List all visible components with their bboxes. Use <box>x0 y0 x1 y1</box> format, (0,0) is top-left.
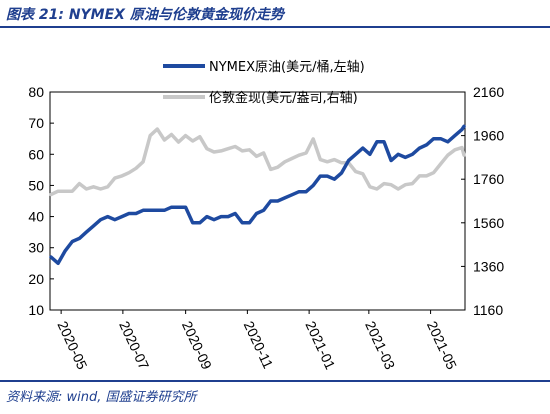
right-tick-label: 1160 <box>473 302 503 318</box>
right-tick-label: 1760 <box>473 171 504 187</box>
plot-border <box>49 91 466 311</box>
left-tick-label: 80 <box>28 84 44 100</box>
left-tick-label: 40 <box>28 209 44 225</box>
right-tick-label: 1560 <box>473 215 504 231</box>
right-tick-label: 1960 <box>473 128 504 144</box>
x-tick-label: 2021-03 <box>362 319 398 373</box>
title-rule <box>0 26 550 28</box>
left-tick-label: 20 <box>28 271 44 287</box>
x-tick-label: 2020-09 <box>179 319 215 373</box>
right-tick-label: 1360 <box>473 258 504 274</box>
oil-series-line <box>49 124 466 266</box>
x-tick-label: 2020-11 <box>241 319 277 372</box>
left-tick-label: 70 <box>28 115 44 131</box>
x-tick-label: 2021-01 <box>302 319 338 373</box>
legend-gold-label: 伦敦金现(美元/盎司,右轴) <box>209 90 358 106</box>
left-tick-label: 50 <box>28 177 44 193</box>
chart-title: 图表 21: NYMEX 原油与伦敦黄金现价走势 <box>6 7 284 23</box>
left-axis-ticks: 80 70 60 50 40 30 20 10 <box>28 84 54 318</box>
x-tick-label: 2021-05 <box>424 319 460 373</box>
left-tick-label: 10 <box>28 302 44 318</box>
right-axis-ticks: 2160 1960 1760 1560 1360 1160 <box>461 84 504 318</box>
legend-oil-label: NYMEX原油(美元/桶,左轴) <box>209 60 365 75</box>
x-tick-label: 2020-07 <box>116 319 152 373</box>
source-rule <box>0 380 550 382</box>
x-axis-ticks: 2020-05 2020-07 2020-09 2020-11 2021-01 2021-… <box>54 310 460 372</box>
left-tick-label: 60 <box>28 146 44 162</box>
series-layer <box>49 124 466 266</box>
gold-series-line <box>49 127 466 197</box>
source-note: 资料来源: wind, 国盛证券研究所 <box>6 390 197 405</box>
x-tick-label: 2020-05 <box>54 319 90 373</box>
right-tick-label: 2160 <box>473 84 504 100</box>
left-tick-label: 30 <box>28 240 44 256</box>
plot-area <box>49 91 466 311</box>
legend: NYMEX原油(美元/桶,左轴) 伦敦金现(美元/盎司,右轴) <box>163 60 365 106</box>
